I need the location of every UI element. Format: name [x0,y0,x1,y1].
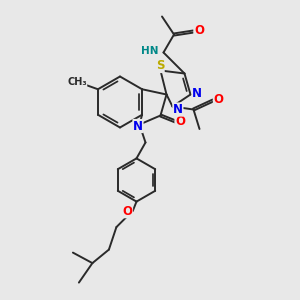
Text: CH₃: CH₃ [67,77,87,87]
Text: N: N [173,103,183,116]
Text: HN: HN [141,46,158,56]
Text: O: O [213,93,224,106]
Text: N: N [133,119,143,133]
Text: N: N [192,86,202,100]
Text: O: O [194,24,204,38]
Text: S: S [156,59,164,73]
Text: O: O [122,205,133,218]
Text: O: O [175,115,185,128]
